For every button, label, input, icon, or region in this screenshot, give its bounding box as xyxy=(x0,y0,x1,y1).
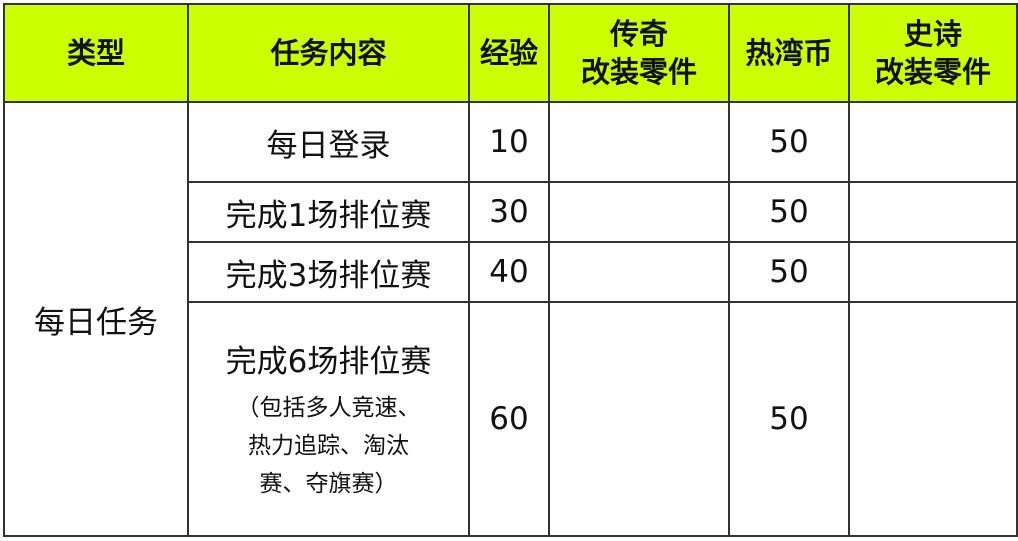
header-legend-line1: 传奇 xyxy=(609,17,668,51)
header-epic-parts: 史诗 改装零件 xyxy=(848,3,1018,103)
header-content: 任务内容 xyxy=(187,3,470,103)
epic-cell xyxy=(848,301,1018,537)
legend-cell xyxy=(548,181,730,243)
coins-cell: 50 xyxy=(728,181,850,243)
header-exp: 经验 xyxy=(468,3,550,103)
epic-cell xyxy=(848,241,1018,303)
table-row: 完成1场排位赛 30 50 xyxy=(4,181,1018,243)
header-legend-line2: 改装零件 xyxy=(580,55,697,89)
task-cell: 完成1场排位赛 xyxy=(187,181,470,243)
task-note-line: （包括多人竞速、 xyxy=(236,394,421,421)
epic-cell xyxy=(848,181,1018,243)
coins-cell: 50 xyxy=(728,241,850,303)
table-row: 完成3场排位赛 40 50 xyxy=(4,241,1018,303)
legend-cell xyxy=(548,241,730,303)
task-note-line: 热力追踪、淘汰 xyxy=(248,432,409,459)
exp-cell: 60 xyxy=(468,301,550,537)
task-note-line: 赛、夺旗赛） xyxy=(259,470,398,497)
header-row: 类型 任务内容 经验 传奇改装零件 热湾币 史诗改装零件 xyxy=(3,3,1018,103)
task-cell: 完成3场排位赛 xyxy=(187,241,470,303)
coins-cell: 50 xyxy=(728,301,850,537)
header-type: 类型 xyxy=(3,3,189,103)
header-coins: 热湾币 xyxy=(728,3,850,103)
task-cell: 每日登录 xyxy=(187,101,470,183)
table-row: 每日任务 每日登录 10 50 xyxy=(3,101,1018,537)
header-epic-line2: 改装零件 xyxy=(874,55,991,89)
exp-cell: 10 xyxy=(468,101,550,183)
exp-cell: 30 xyxy=(468,181,550,243)
task-title: 完成6场排位赛 xyxy=(225,343,432,380)
legend-cell xyxy=(548,301,730,537)
legend-cell xyxy=(548,101,730,183)
epic-cell xyxy=(848,101,1018,183)
header-legend-parts: 传奇 改装零件 xyxy=(548,3,730,103)
category-cell: 每日任务 xyxy=(3,101,189,537)
coins-cell: 50 xyxy=(728,101,850,183)
header-epic-line1: 史诗 xyxy=(903,17,962,51)
task-cell: 完成6场排位赛 （包括多人竞速、 热力追踪、淘汰 赛、夺旗赛） xyxy=(187,301,470,537)
exp-cell: 40 xyxy=(468,241,550,303)
task-table: 类型 任务内容 经验 传奇改装零件 热湾币 史诗改装零件 每日任务 每日登录 1… xyxy=(3,3,1018,537)
table-row: 完成6场排位赛 （包括多人竞速、 热力追踪、淘汰 赛、夺旗赛） 60 50 xyxy=(4,301,1018,537)
